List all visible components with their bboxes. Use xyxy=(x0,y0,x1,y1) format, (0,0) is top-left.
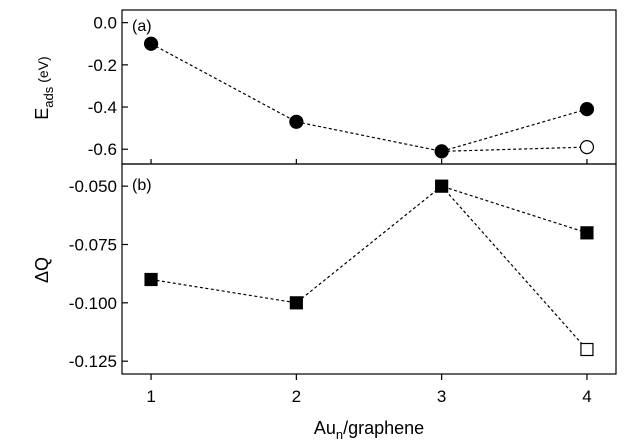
panel-b-point xyxy=(144,272,158,287)
panel-a: (a) 0.0 -0.2 -0.4 -0.6 Eads (eV) xyxy=(32,9,617,165)
panel-a-y-ticks: 0.0 -0.2 -0.4 -0.6 xyxy=(88,14,588,164)
panel-b-x-ticks: 1 2 3 4 xyxy=(146,374,592,406)
panel-a-series-1-line xyxy=(150,43,588,152)
panel-b-series xyxy=(144,179,594,357)
panel-b-point xyxy=(435,179,449,193)
panel-a-label: (a) xyxy=(132,18,152,35)
panel-b-label: (b) xyxy=(132,177,152,194)
x-tick-label: 3 xyxy=(437,387,446,406)
panel-a-frame xyxy=(121,9,617,165)
panel-b-y-tick-label: -0.050 xyxy=(69,177,117,196)
panel-a-series-2-line xyxy=(441,146,587,152)
panel-a-y-tick-label: 0.0 xyxy=(93,14,117,33)
x-tick-label: 2 xyxy=(292,387,301,406)
panel-b-y-ticks: -0.050 -0.075 -0.100 -0.125 xyxy=(69,177,128,371)
x-axis-title: Aun/graphene xyxy=(314,418,424,441)
panel-b-y-tick-label: -0.125 xyxy=(69,352,117,371)
panel-a-y-tick-label: -0.2 xyxy=(88,56,117,75)
panel-a-point xyxy=(579,140,595,155)
panel-b-point xyxy=(580,342,594,357)
x-axis-subscript: n xyxy=(336,427,343,441)
x-tick-label: 4 xyxy=(582,387,591,406)
panel-b-y-tick-label: -0.075 xyxy=(69,236,117,255)
panel-a-point xyxy=(143,36,159,51)
panel-b-point xyxy=(580,226,594,240)
panel-a-y-axis-unit: (eV) xyxy=(35,56,51,82)
panel-a-y-axis-title: Eads (eV) xyxy=(32,56,56,119)
panel-a-y-axis-subscript: ads xyxy=(41,86,56,107)
panel-b-y-axis-title: ΔQ xyxy=(32,257,52,283)
x-axis-suffix: /graphene xyxy=(343,418,424,438)
panel-a-point xyxy=(579,102,595,117)
panel-b-point xyxy=(289,296,303,310)
panel-b-frame xyxy=(121,163,617,375)
x-tick-label: 1 xyxy=(146,387,155,406)
panel-a-y-tick-label: -0.6 xyxy=(88,140,117,159)
panel-b-series-2-line xyxy=(441,185,588,350)
panel-b: (b) -0.050 -0.075 -0.100 -0.125 1 2 3 4 ΔQ Aun… xyxy=(32,163,617,441)
panel-b-series-1-line xyxy=(150,185,588,304)
panel-a-series xyxy=(143,36,595,159)
panel-a-point xyxy=(289,114,304,129)
panel-b-y-tick-label: -0.100 xyxy=(69,294,117,313)
panel-a-y-tick-label: -0.4 xyxy=(88,98,117,117)
panel-a-y-axis-symbol: E xyxy=(32,108,52,120)
panel-a-point xyxy=(434,144,449,159)
x-axis-symbol: Au xyxy=(314,418,336,438)
